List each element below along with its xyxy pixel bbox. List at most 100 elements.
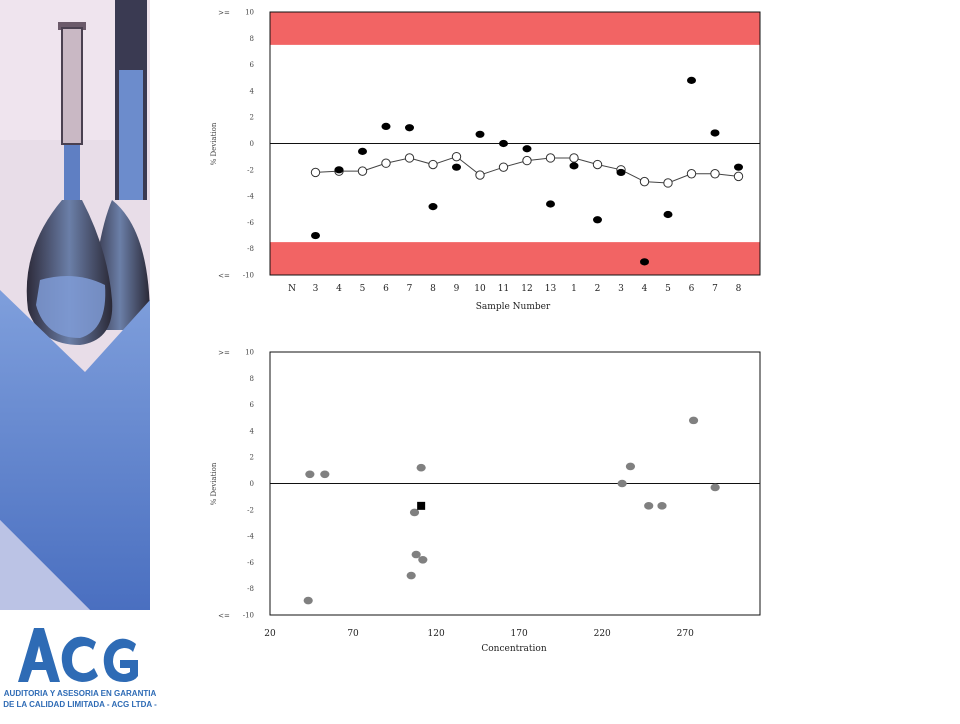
y-tick-label: 4 [250,87,255,95]
y-tick-label: -2 [247,506,254,514]
gray-point [710,483,720,492]
filled-point [569,162,579,170]
gray-point [644,502,654,510]
gray-point [688,416,699,425]
x-tick-label: N [288,284,296,294]
filled-point [428,203,438,211]
gray-point [617,479,627,488]
open-point [357,166,368,176]
filled-point [405,124,414,132]
control-limit-band-0 [270,12,760,45]
x-tick-label: 220 [594,629,611,639]
gray-point [406,571,416,580]
x-axis-title: Concentration [481,644,546,654]
x-tick-label: 7 [407,284,413,294]
filled-point [381,122,391,131]
y-tick-label: 6 [250,61,255,69]
y-tick-label: -6 [247,559,254,567]
open-point [592,159,603,170]
x-tick-label: 70 [347,629,359,639]
x-tick-label: 1 [571,284,577,294]
acg-logo-mark: AUDITORIA Y ASESORIA EN GARANTIA DE LA C… [3,628,157,709]
y-bottom-label: <= [218,272,230,280]
y-tick-label: -2 [247,166,254,174]
x-tick-label: 10 [474,284,486,294]
gray-point [411,550,421,559]
filled-point [334,166,344,174]
y-top-label: >= [218,349,230,357]
x-tick-label: 120 [428,629,445,639]
filled-point [687,76,696,84]
x-tick-label: 8 [430,284,436,294]
open-point [733,171,744,182]
y-tick-label: -10 [243,272,254,280]
x-tick-label: 3 [313,284,319,294]
x-tick-label: 4 [642,284,648,294]
sidebar-decoration [0,0,150,610]
filled-point [475,130,485,138]
open-point [639,176,650,187]
open-point [498,162,509,172]
y-tick-label: -10 [243,612,254,620]
filled-point [358,147,367,155]
y-axis-title: % Deviation [210,462,218,505]
filled-point [546,200,555,208]
y-tick-label: -4 [247,533,254,541]
y-tick-label: -8 [247,245,254,253]
x-tick-label: 5 [360,284,366,294]
x-tick-label: 2 [595,284,601,294]
gray-point [409,508,420,517]
open-point [475,170,485,180]
x-tick-label: 20 [264,629,276,639]
x-tick-label: 11 [498,284,509,294]
filled-point [640,258,649,266]
flask-illustration [0,0,150,610]
y-tick-label: -8 [247,585,254,593]
x-tick-label: 7 [712,284,718,294]
open-point [710,169,720,179]
gray-point [320,470,330,479]
acg-logo: AUDITORIA Y ASESORIA EN GARANTIA DE LA C… [0,620,170,720]
x-tick-label: 9 [454,284,460,294]
open-point [310,167,321,178]
logo-caption-line2: DE LA CALIDAD LIMITADA - ACG LTDA - [3,700,157,709]
y-bottom-label: <= [218,612,230,620]
y-tick-label: 2 [250,114,254,122]
gray-point [303,596,313,605]
x-tick-label: 12 [521,284,532,294]
filled-point [522,145,532,153]
gray-point [305,470,315,479]
logo-caption-line1: AUDITORIA Y ASESORIA EN GARANTIA [4,689,157,698]
filled-point [452,163,461,171]
y-tick-label: 10 [245,349,254,357]
y-tick-label: -4 [247,193,254,201]
open-point [522,155,532,166]
y-axis-title: % Deviation [210,122,218,165]
x-tick-label: 13 [545,284,557,294]
control-limit-band-1 [270,242,760,275]
x-tick-label: 5 [665,284,671,294]
filled-point [499,139,508,148]
y-tick-label: 10 [245,9,254,17]
open-point [404,153,415,163]
x-tick-label: 270 [677,629,694,639]
gray-point [418,555,428,564]
filled-point [593,216,602,224]
y-tick-label: 8 [250,35,254,43]
x-tick-label: 3 [618,284,624,294]
filled-point [663,210,673,219]
y-tick-label: 0 [250,140,254,148]
y-tick-label: 2 [250,454,254,462]
x-tick-label: 8 [736,284,742,294]
x-tick-label: 6 [689,284,695,294]
filled-point [710,129,720,137]
y-tick-label: 6 [250,401,255,409]
x-tick-label: 170 [511,629,528,639]
open-point [428,159,438,170]
x-tick-label: 4 [336,284,342,294]
filled-point [734,163,743,171]
open-point [381,158,391,168]
y-top-label: >= [218,9,230,17]
